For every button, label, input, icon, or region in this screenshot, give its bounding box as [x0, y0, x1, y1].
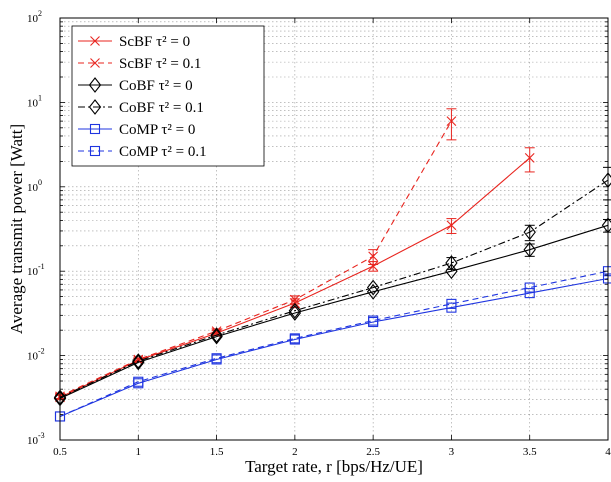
data-point [523, 224, 536, 241]
data-point [210, 327, 223, 343]
legend-label: CoBF τ² = 0.1 [119, 100, 204, 116]
legend: ScBF τ² = 0 ScBF τ² = 0.1 CoBF τ² = 0 CoBF … [71, 25, 265, 167]
legend-marker [90, 58, 100, 68]
data-point [368, 315, 379, 326]
y-tick-label: 10 [27, 97, 39, 109]
y-tick-exponent: -3 [38, 431, 45, 440]
series-5 [54, 273, 611, 422]
series-line [59, 120, 452, 397]
data-point [524, 153, 535, 163]
data-point [523, 241, 536, 258]
x-tick-label: 1.5 [210, 446, 224, 458]
y-tick-label: 10 [27, 351, 39, 363]
data-point [133, 376, 144, 387]
series-line [59, 179, 609, 398]
y-tick-exponent: 2 [38, 9, 42, 18]
legend-label: ScBF τ² = 0 [119, 34, 190, 50]
legend-marker [90, 36, 100, 46]
y-tick-label: 10 [27, 435, 39, 447]
data-point [288, 305, 302, 321]
data-point [601, 172, 611, 189]
data-point [289, 333, 300, 344]
data-point [446, 298, 457, 309]
plot-frame [59, 17, 609, 441]
legend-entry: ScBF τ² = 0.1 [78, 56, 201, 72]
data-point [368, 251, 379, 262]
series-line [59, 224, 609, 399]
data-point [366, 279, 380, 296]
data-point [288, 302, 302, 319]
y-tick-exponent: -1 [38, 262, 45, 271]
legend-entry: ScBF τ² = 0 [78, 34, 190, 50]
data-point [289, 294, 300, 305]
data-point [446, 220, 457, 231]
legend-label: CoBF τ² = 0 [119, 78, 193, 94]
legend-entry: CoMP τ² = 0 [78, 122, 195, 138]
legend-label: ScBF τ² = 0.1 [119, 56, 201, 72]
x-tick-label: 2 [292, 446, 298, 458]
y-tick-label: 10 [27, 182, 39, 194]
legend-entry: CoBF τ² = 0 [78, 77, 193, 94]
y-tick-exponent: -2 [38, 347, 45, 356]
x-axis-label: Target rate, r [bps/Hz/UE] [245, 457, 423, 476]
y-tick-exponent: 0 [38, 178, 42, 187]
x-tick-label: 2.5 [366, 446, 380, 458]
data-point [368, 261, 379, 271]
legend-marker [89, 123, 101, 135]
data-point [446, 116, 457, 127]
data-point [211, 353, 222, 364]
legend-entry: CoBF τ² = 0.1 [78, 99, 204, 116]
data-point [132, 353, 145, 370]
y-tick-label: 10 [27, 13, 39, 25]
x-tick-label: 3 [449, 446, 455, 458]
data-point [524, 288, 535, 299]
legend-label: CoMP τ² = 0.1 [119, 144, 207, 160]
y-axis-label: Average transmit power [Watt] [7, 124, 26, 334]
data-point [445, 255, 458, 271]
series-line [59, 157, 531, 398]
x-tick-label: 3.5 [523, 446, 537, 458]
data-point [133, 354, 144, 365]
data-point [445, 263, 458, 280]
x-tick-label: 4 [605, 446, 611, 458]
legend-marker [88, 77, 102, 93]
series-line [59, 270, 609, 418]
x-tick-label: 1 [136, 446, 142, 458]
error-bar [446, 257, 457, 270]
series-line [59, 277, 609, 418]
y-tick-exponent: 1 [38, 93, 42, 102]
legend-box [71, 25, 265, 167]
data-point [524, 282, 535, 293]
y-tick-label: 10 [27, 266, 39, 278]
legend-marker [88, 99, 102, 115]
error-bar [446, 108, 457, 141]
legend-marker [89, 145, 101, 157]
legend-entry: CoMP τ² = 0.1 [78, 144, 207, 160]
error-bar [524, 147, 535, 173]
x-tick-label: 0.5 [53, 446, 67, 458]
legend-label: CoMP τ² = 0 [119, 122, 195, 138]
data-point [210, 328, 223, 345]
